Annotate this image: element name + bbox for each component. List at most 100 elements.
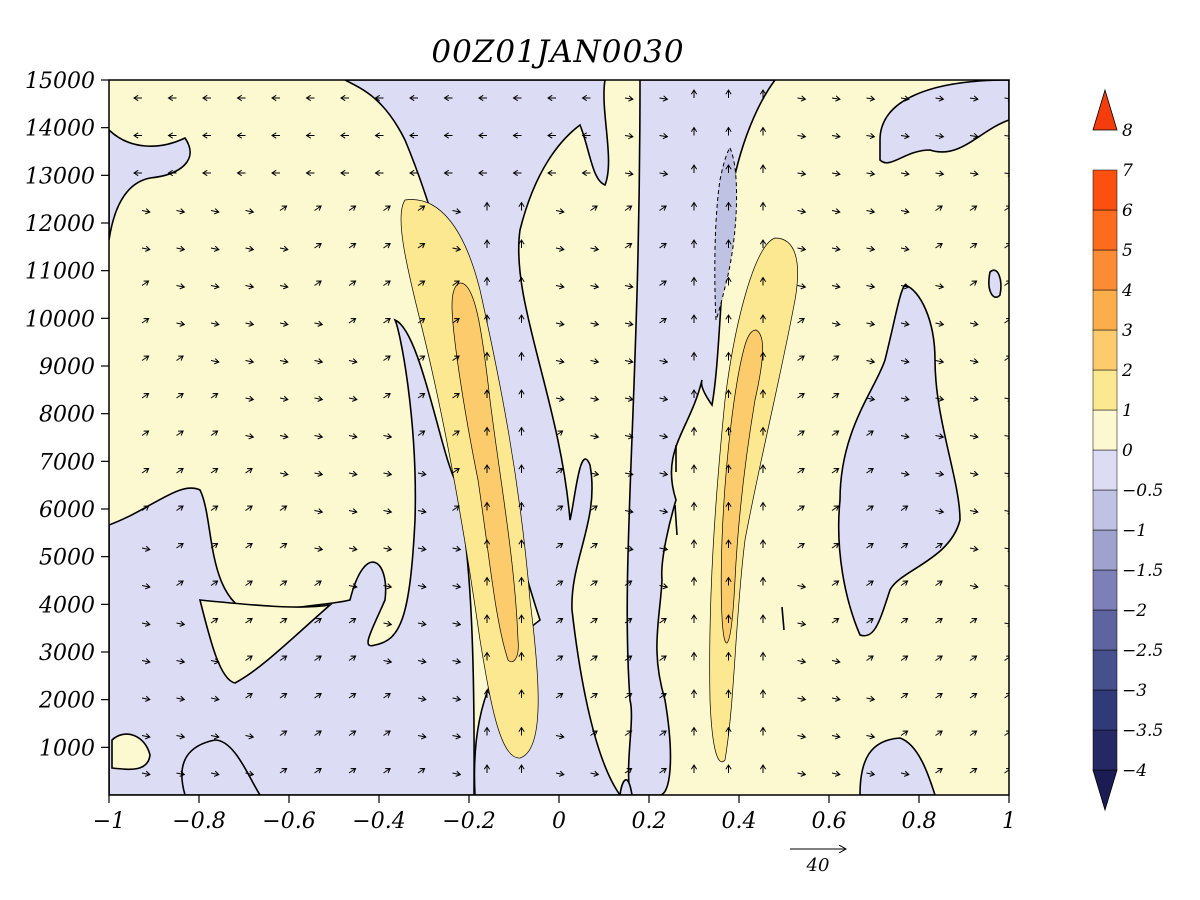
wind-vector: [725, 464, 732, 473]
wind-vector: [759, 164, 767, 173]
wind-vector: [759, 464, 767, 473]
wind-vector: [725, 201, 732, 211]
wind-vector: [725, 764, 732, 773]
wind-vector: [969, 545, 979, 552]
wind-vector: [624, 617, 633, 624]
wind-vector: [483, 239, 491, 248]
wind-vector: [900, 283, 910, 290]
wind-vector: [900, 208, 910, 215]
colorbar-label: 6: [1122, 201, 1133, 221]
wind-vector: [348, 317, 357, 324]
colorbar-label: 4: [1121, 281, 1133, 301]
wind-vector: [900, 133, 910, 140]
wind-vector: [725, 614, 732, 623]
wind-vector: [141, 695, 151, 702]
wind-vector: [725, 126, 732, 136]
wind-vector: [797, 583, 807, 590]
y-tick-label: 11000: [25, 260, 95, 285]
wind-vector: [210, 695, 220, 702]
wind-vector: [1004, 693, 1009, 699]
wind-vector: [141, 467, 150, 474]
wind-vector: [831, 658, 841, 665]
wind-vector: [590, 358, 600, 365]
wind-vector: [409, 94, 418, 102]
wind-vector: [210, 580, 219, 586]
wind-vector: [417, 545, 427, 552]
wind-vector: [176, 542, 184, 549]
wind-vector: [866, 170, 876, 177]
wind-vector: [590, 505, 598, 511]
wind-vector: [141, 620, 151, 627]
wind-vector: [383, 355, 391, 361]
wind-vector: [624, 580, 633, 586]
colorbar-box: [1092, 689, 1118, 731]
wind-vector: [305, 132, 315, 139]
wind-vector: [1004, 355, 1009, 361]
wind-vector: [443, 169, 453, 177]
wind-vector: [279, 617, 288, 624]
wind-vector: [725, 501, 732, 511]
wind-vector: [1004, 280, 1009, 286]
wind-vector: [417, 695, 427, 702]
wind-vector: [409, 132, 418, 139]
wind-vector: [279, 358, 289, 365]
wind-vector: [236, 169, 246, 177]
small-contours: [674, 445, 785, 631]
wind-vector: [518, 764, 525, 773]
wind-vector: [314, 320, 324, 327]
wind-vector: [452, 317, 460, 324]
wind-vector: [900, 170, 910, 177]
wind-vector: [555, 733, 565, 740]
wind-vector: [348, 470, 358, 477]
wind-vector: [969, 692, 978, 699]
wind-vector: [797, 208, 807, 215]
region-right-middle: [837, 284, 961, 637]
colorbar-box: [1092, 249, 1118, 291]
colorbar-box: [1092, 489, 1118, 531]
wind-vector: [935, 170, 945, 177]
wind-vector: [348, 545, 358, 552]
wind-vector: [176, 430, 184, 436]
wind-vector: [305, 169, 315, 177]
wind-vector: [348, 508, 358, 515]
wind-vector: [305, 94, 315, 102]
wind-vector: [478, 169, 487, 177]
wind-vector: [518, 614, 525, 623]
colorbar: −4 −3.5 −3 −2.5 −2 −1.5 −1 −0.5 0 1 2 3 4 5 6 7 8: [1092, 88, 1163, 812]
wind-vector: [590, 617, 598, 624]
wind-vector: [417, 733, 427, 740]
wind-vector: [452, 658, 462, 665]
wind-vector: [1004, 655, 1009, 661]
wind-vector: [659, 133, 669, 140]
wind-vector: [866, 617, 874, 624]
wind-vector: [690, 314, 698, 323]
wind-vector: [797, 355, 805, 361]
wind-vector: [483, 501, 491, 511]
wind-vector: [866, 695, 876, 702]
wind-vector: [866, 245, 876, 252]
wind-vector: [831, 770, 841, 777]
wind-vector: [690, 89, 698, 98]
wind-vector: [279, 433, 289, 440]
wind-vector: [690, 276, 698, 286]
wind-vector: [935, 542, 943, 549]
wind-vector: [935, 655, 943, 661]
wind-vector: [690, 426, 698, 436]
wind-vector: [590, 433, 600, 440]
wind-vector: [383, 280, 391, 286]
wind-vector: [624, 205, 633, 211]
wind-vector: [417, 620, 427, 627]
wind-vector: [935, 358, 945, 365]
wind-vector: [452, 392, 460, 399]
wind-vector-field: [133, 89, 1009, 777]
wind-vector: [590, 730, 598, 736]
wind-vector: [581, 94, 591, 102]
wind-vector: [518, 651, 525, 661]
wind-vector: [900, 320, 910, 327]
wind-vector: [725, 651, 732, 661]
wind-vector: [659, 280, 667, 286]
wind-vector: [271, 132, 280, 139]
wind-vector: [483, 689, 491, 698]
colorbar-label: 7: [1122, 161, 1133, 181]
wind-vector: [725, 314, 732, 323]
